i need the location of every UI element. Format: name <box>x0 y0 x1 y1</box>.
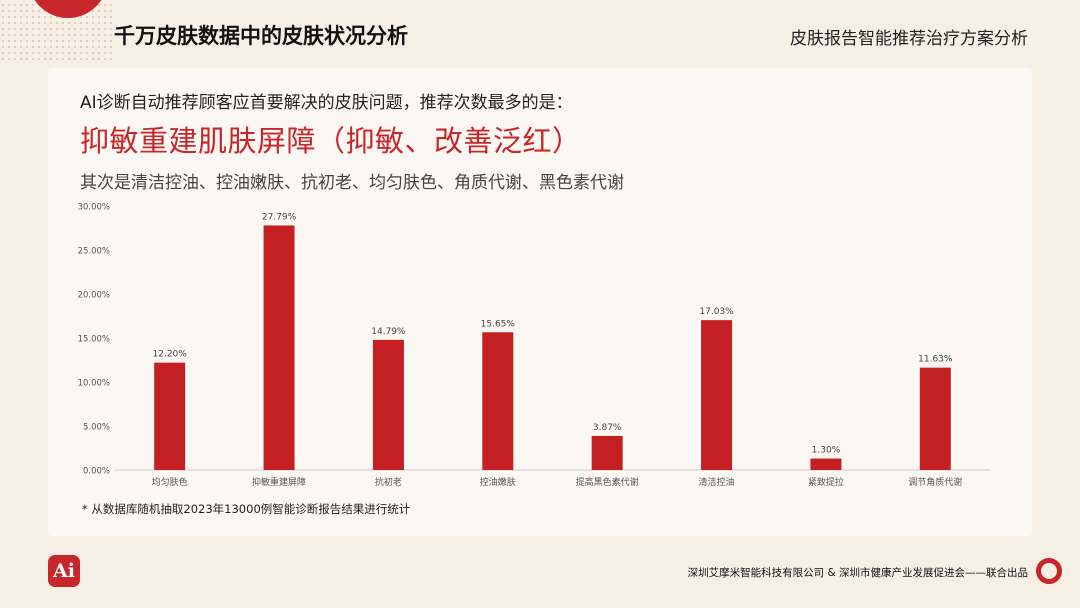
bar <box>154 362 186 470</box>
bar <box>701 320 733 470</box>
bar <box>482 332 514 470</box>
y-tick-label: 10.00% <box>78 379 110 389</box>
y-tick-label: 15.00% <box>78 335 110 345</box>
brand-logo: Ai <box>48 555 80 587</box>
x-tick-label: 抑敏重建屏障 <box>252 476 306 488</box>
bar <box>263 225 295 470</box>
bar-value-label: 14.79% <box>371 327 406 337</box>
page-title: 千万皮肤数据中的皮肤状况分析 <box>114 24 408 48</box>
bar-chart: 0.00% 5.00% 10.00% 15.00% 20.00% 25.00% 30.00%… <box>78 203 990 488</box>
y-tick-label: 0.00% <box>83 467 110 477</box>
y-tick-label: 25.00% <box>78 247 110 257</box>
x-tick-label: 控油嫩肤 <box>480 476 516 488</box>
x-tick-label: 清洁控油 <box>699 476 735 488</box>
x-tick-label: 抗初老 <box>375 476 402 488</box>
headline: 抑敏重建肌肤屏障（抑敏、改善泛红） <box>80 124 582 158</box>
footnote: * 从数据库随机抽取2023年13000例智能诊断报告结果进行统计 <box>82 502 411 516</box>
bar <box>919 367 951 470</box>
bar-value-label: 1.30% <box>812 446 841 456</box>
content-panel <box>48 68 1032 536</box>
x-tick-label: 紧致提拉 <box>808 476 844 488</box>
bar-value-label: 27.79% <box>262 212 297 222</box>
subline: 其次是清洁控油、控油嫩肤、抗初老、均匀肤色、角质代谢、黑色素代谢 <box>80 173 624 193</box>
bar-value-label: 3.87% <box>593 423 622 433</box>
bar <box>591 435 623 470</box>
x-tick-label: 提高黑色素代谢 <box>576 476 639 488</box>
bar-value-label: 11.63% <box>918 355 953 365</box>
footer-credits: 深圳艾摩米智能科技有限公司 & 深圳市健康产业发展促进会——联合出品 <box>687 567 1028 579</box>
bar <box>810 458 842 470</box>
bar-value-label: 17.03% <box>699 307 734 317</box>
x-tick-label: 调节角质代谢 <box>908 476 962 488</box>
bar <box>372 339 404 470</box>
section-title: 皮肤报告智能推荐治疗方案分析 <box>790 29 1028 49</box>
bar-value-label: 12.20% <box>153 350 188 360</box>
y-tick-label: 5.00% <box>83 423 110 433</box>
ring-icon <box>1036 558 1062 584</box>
y-tick-label: 20.00% <box>78 291 110 301</box>
y-tick-label: 30.00% <box>78 203 110 213</box>
x-tick-label: 均匀肤色 <box>152 476 188 488</box>
bar-value-label: 15.65% <box>481 319 516 329</box>
intro-text: AI诊断自动推荐顾客应首要解决的皮肤问题，推荐次数最多的是： <box>80 93 573 113</box>
